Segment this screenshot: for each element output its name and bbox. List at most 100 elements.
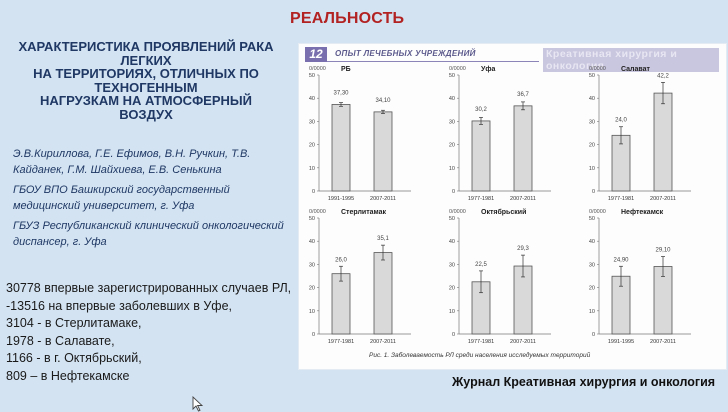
bar-chart: 0/0000 Уфа 0 10 20 30 40 50 30,2 1977-1981 36,7 200… <box>439 66 579 216</box>
chart-title: Стерлитамак <box>341 209 387 216</box>
page-number-badge: 12 <box>305 47 327 62</box>
chart-title: Салават <box>621 66 650 73</box>
svg-text:2007-2011: 2007-2011 <box>510 196 536 202</box>
stat-line: 1166 - в г. Октябрьский, <box>6 351 142 365</box>
svg-text:40: 40 <box>449 239 455 245</box>
svg-text:10: 10 <box>449 309 455 315</box>
svg-text:22,5: 22,5 <box>475 262 487 268</box>
svg-text:20: 20 <box>309 286 315 292</box>
stat-line: 1978 - в Салавате, <box>6 333 115 348</box>
svg-text:2007-2011: 2007-2011 <box>370 339 396 345</box>
author-names: Э.В.Кириллова, Г.Е. Ефимов, В.Н. Ручкин,… <box>13 148 251 176</box>
svg-text:2007-2011: 2007-2011 <box>650 339 676 345</box>
svg-text:50: 50 <box>589 216 595 222</box>
svg-text:1991-1995: 1991-1995 <box>328 196 354 202</box>
bar-chart: 0/0000 РБ 0 10 20 30 40 50 37,30 1991-1995 34,10 20… <box>299 66 439 216</box>
slide-title: РЕАЛЬНОСТЬ <box>290 10 405 27</box>
svg-text:1977-1981: 1977-1981 <box>468 196 494 202</box>
svg-text:10: 10 <box>309 309 315 315</box>
svg-text:40: 40 <box>589 239 595 245</box>
case-statistics: 30778 впервые зарегистрированных случаев… <box>6 280 301 385</box>
bar-chart: 0/0000 Нефтекамск 0 10 20 30 40 50 24,90 1991-199… <box>579 209 719 359</box>
heading-line: НАГРУЗКАМ НА АТМОСФЕРНЫЙ <box>40 93 252 108</box>
svg-text:0: 0 <box>312 332 315 338</box>
heading-line: ТЕХНОГЕННЫМ <box>94 79 198 95</box>
svg-text:10: 10 <box>309 166 315 172</box>
heading-line: ВОЗДУХ <box>119 106 173 122</box>
figure-caption: Рис. 1. Заболеваемость РЛ среди населени… <box>369 352 591 359</box>
svg-text:30: 30 <box>589 119 595 125</box>
bar-chart: 0/0000 Салават 0 10 20 30 40 50 24,0 1977-1981 42,… <box>579 66 719 216</box>
journal-caption: Журнал Креативная хирургия и онкология <box>452 375 716 389</box>
affiliation-dispensary: ГБУЗ Республиканский клинический онколог… <box>13 220 284 248</box>
svg-text:24,90: 24,90 <box>613 257 629 263</box>
svg-text:40: 40 <box>449 96 455 102</box>
svg-text:1977-1981: 1977-1981 <box>328 339 354 345</box>
section-label: ОПЫТ ЛЕЧЕБНЫХ УЧРЕЖДЕНИЙ <box>335 49 476 58</box>
svg-text:2007-2011: 2007-2011 <box>370 196 396 202</box>
svg-text:40: 40 <box>309 239 315 245</box>
svg-text:40: 40 <box>589 96 595 102</box>
svg-text:1977-1981: 1977-1981 <box>468 339 494 345</box>
svg-text:0: 0 <box>312 189 315 195</box>
svg-text:29,3: 29,3 <box>517 246 529 252</box>
svg-text:0: 0 <box>592 332 595 338</box>
heading-line: ЛЕГКИХ <box>120 52 172 68</box>
unit-label: 0/0000 <box>589 66 606 72</box>
chart-title: Нефтекамск <box>621 209 664 216</box>
svg-text:24,0: 24,0 <box>615 118 627 124</box>
svg-text:42,2: 42,2 <box>657 73 669 79</box>
chart-title: РБ <box>341 66 351 73</box>
svg-text:50: 50 <box>449 216 455 222</box>
svg-text:30: 30 <box>449 119 455 125</box>
svg-text:20: 20 <box>589 143 595 149</box>
stat-line: 30778 впервые зарегистрированных случаев… <box>6 281 292 295</box>
svg-text:0: 0 <box>452 189 455 195</box>
svg-text:20: 20 <box>309 143 315 149</box>
journal-figure-panel: 12 ОПЫТ ЛЕЧЕБНЫХ УЧРЕЖДЕНИЙ Креативная х… <box>298 43 727 370</box>
svg-text:1991-1995: 1991-1995 <box>608 339 634 345</box>
svg-text:10: 10 <box>589 166 595 172</box>
heading-line: ХАРАКТЕРИСТИКА ПРОЯВЛЕНИЙ РАКА <box>18 39 274 54</box>
header-divider <box>327 61 539 62</box>
svg-text:35,1: 35,1 <box>377 236 389 242</box>
heading-line: НА ТЕРРИТОРИЯХ, ОТЛИЧНЫХ ПО <box>33 66 259 81</box>
unit-label: 0/0000 <box>309 66 326 72</box>
bar-chart: 0/0000 Октябрьский 0 10 20 30 40 50 22,5 1977-198… <box>439 209 579 359</box>
unit-label: 0/0000 <box>449 66 466 72</box>
svg-text:20: 20 <box>449 143 455 149</box>
svg-text:30,2: 30,2 <box>475 107 487 113</box>
svg-text:1977-1981: 1977-1981 <box>608 196 634 202</box>
affiliation-university: ГБОУ ВПО Башкирский государственный меди… <box>13 184 230 212</box>
journal-watermark: Креативная хирургия и онкология <box>543 48 719 72</box>
svg-text:37,30: 37,30 <box>333 90 349 96</box>
svg-text:50: 50 <box>449 73 455 79</box>
svg-text:30: 30 <box>309 262 315 268</box>
svg-text:30: 30 <box>449 262 455 268</box>
svg-text:26,0: 26,0 <box>335 257 347 263</box>
svg-text:50: 50 <box>309 216 315 222</box>
stat-line: 809 – в Нефтекамске <box>6 368 130 383</box>
svg-text:50: 50 <box>309 73 315 79</box>
svg-text:2007-2011: 2007-2011 <box>510 339 536 345</box>
chart-title: Октябрьский <box>481 209 527 216</box>
svg-text:10: 10 <box>449 166 455 172</box>
panel-header: 12 ОПЫТ ЛЕЧЕБНЫХ УЧРЕЖДЕНИЙ Креативная х… <box>305 47 719 72</box>
svg-text:40: 40 <box>309 96 315 102</box>
svg-text:30: 30 <box>309 119 315 125</box>
svg-text:30: 30 <box>589 262 595 268</box>
svg-text:36,7: 36,7 <box>517 92 529 98</box>
presentation-heading: ХАРАКТЕРИСТИКА ПРОЯВЛЕНИЙ РАКА ЛЕГКИХ НА… <box>8 40 284 121</box>
svg-text:0: 0 <box>452 332 455 338</box>
svg-text:0: 0 <box>592 189 595 195</box>
svg-text:34,10: 34,10 <box>375 98 391 104</box>
svg-text:2007-2011: 2007-2011 <box>650 196 676 202</box>
unit-label: 0/0000 <box>449 209 466 215</box>
svg-text:50: 50 <box>589 73 595 79</box>
svg-text:20: 20 <box>589 286 595 292</box>
svg-text:29,10: 29,10 <box>655 248 671 254</box>
svg-text:20: 20 <box>449 286 455 292</box>
chart-title: Уфа <box>481 66 496 73</box>
bar-chart: 0/0000 Стерлитамак 0 10 20 30 40 50 26,0 1977-198… <box>299 209 439 359</box>
svg-text:10: 10 <box>589 309 595 315</box>
